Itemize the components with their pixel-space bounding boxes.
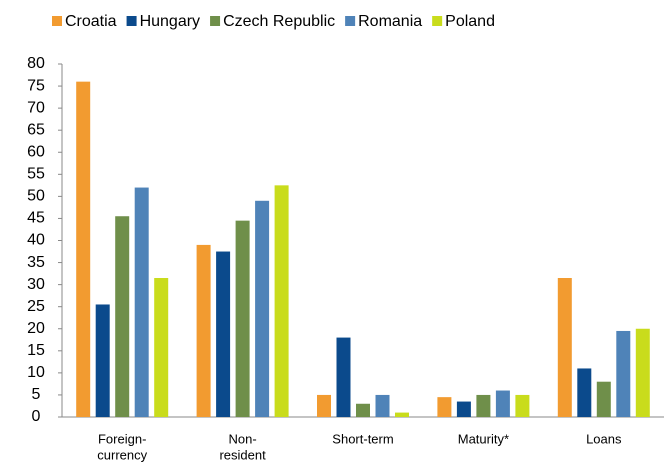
y-tick-label: 60 — [27, 143, 45, 160]
bar — [495, 390, 510, 417]
bar — [395, 412, 409, 417]
y-tick-label: 30 — [27, 276, 45, 293]
legend-swatch — [432, 16, 443, 26]
y-tick-label: 5 — [32, 386, 41, 403]
bar — [255, 200, 270, 417]
legend-label: Croatia — [65, 13, 117, 30]
bar — [476, 394, 491, 417]
legend-swatch — [126, 16, 137, 26]
y-tick-label: 80 — [27, 55, 45, 72]
bar — [317, 394, 331, 417]
y-tick-label: 25 — [27, 298, 45, 315]
y-tick-label: 40 — [27, 232, 45, 249]
bar — [336, 337, 351, 417]
legend-label: Romania — [358, 13, 422, 30]
y-tick-label: 50 — [27, 188, 45, 205]
bar — [635, 328, 650, 417]
bar — [154, 278, 169, 417]
bar — [437, 397, 452, 417]
legend-swatch — [345, 16, 356, 26]
bar — [235, 220, 250, 417]
y-tick-label: 10 — [27, 364, 45, 381]
bar — [456, 401, 471, 417]
legend-label: Poland — [445, 13, 495, 30]
bar — [216, 251, 231, 417]
legend-label: Hungary — [140, 13, 200, 30]
y-tick-label: 15 — [27, 342, 45, 359]
x-tick-label: Short-term — [332, 431, 393, 446]
bar — [115, 216, 130, 417]
legend-label: Czech Republic — [223, 13, 335, 30]
bar — [356, 403, 370, 417]
bar — [616, 330, 631, 417]
bar — [134, 187, 149, 417]
legend-swatch — [52, 16, 62, 26]
bar — [274, 185, 289, 417]
bar — [375, 394, 390, 417]
y-tick-label: 45 — [27, 210, 45, 227]
bar — [557, 278, 572, 417]
y-tick-label: 55 — [27, 166, 45, 183]
bar — [596, 381, 611, 417]
y-tick-label: 0 — [32, 408, 41, 425]
bar — [196, 244, 211, 417]
x-tick-label: Loans — [586, 431, 622, 446]
x-tick-label: Non- — [229, 431, 257, 446]
y-tick-label: 35 — [27, 254, 45, 271]
x-tick-label: Foreign- — [98, 431, 146, 446]
y-tick-label: 20 — [27, 320, 45, 337]
legend-swatch — [210, 16, 221, 26]
y-tick-label: 70 — [27, 99, 45, 116]
bar — [515, 394, 530, 417]
x-tick-label: resident — [219, 447, 266, 462]
bar — [577, 368, 592, 417]
y-tick-label: 75 — [27, 77, 45, 94]
x-tick-label: Maturity* — [458, 431, 509, 446]
bar — [76, 81, 91, 418]
bar — [95, 304, 110, 417]
x-tick-label: currency — [97, 447, 147, 462]
y-tick-label: 65 — [27, 121, 45, 138]
